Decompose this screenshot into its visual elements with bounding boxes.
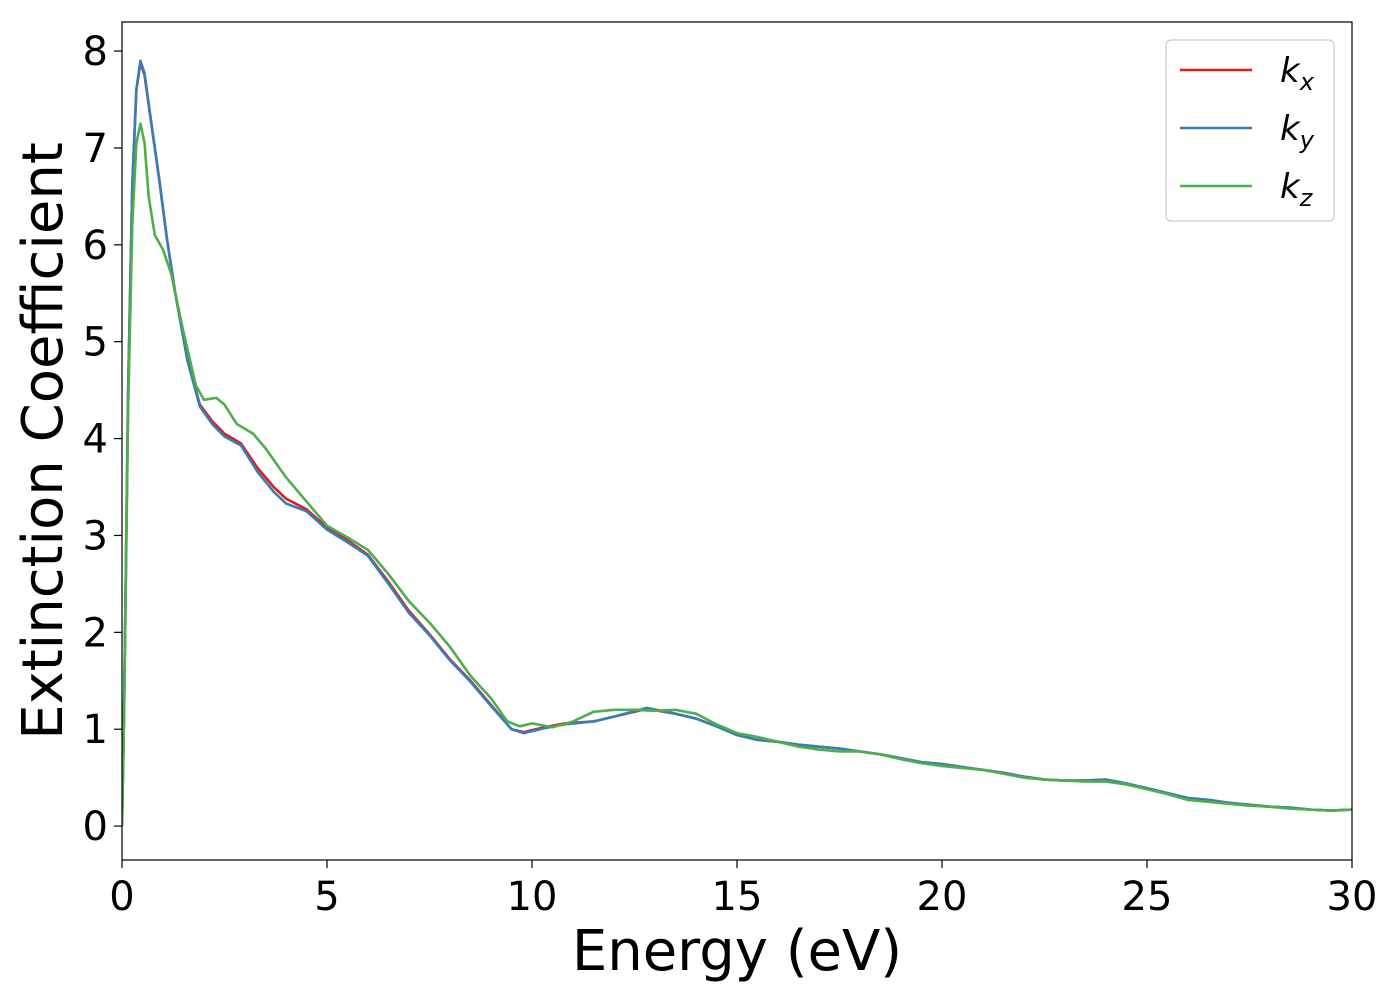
x-tick-label: 25: [1122, 874, 1173, 920]
x-tick-label: 15: [712, 874, 763, 920]
y-tick-label: 0: [83, 804, 108, 850]
y-tick-label: 8: [83, 29, 108, 75]
y-tick-label: 2: [83, 610, 108, 656]
x-tick-label: 10: [507, 874, 558, 920]
x-tick-label: 30: [1327, 874, 1378, 920]
y-axis-title: Extinction Coefficient: [11, 142, 76, 740]
x-tick-label: 0: [109, 874, 134, 920]
x-axis: 0 5 10 15 20 25 30: [109, 860, 1377, 920]
y-tick-label: 3: [83, 513, 108, 559]
y-tick-label: 7: [83, 126, 108, 172]
y-tick-label: 6: [83, 223, 108, 269]
x-axis-title: Energy (eV): [572, 919, 902, 984]
series-line-kz: [122, 122, 1352, 827]
y-axis: 0 1 2 3 4 5 6 7 8: [83, 29, 122, 850]
y-tick-label: 1: [83, 707, 108, 753]
series-line-ky: [122, 59, 1352, 827]
x-tick-label: 20: [917, 874, 968, 920]
series-layer: [122, 59, 1352, 827]
x-tick-label: 5: [314, 874, 339, 920]
y-tick-label: 5: [83, 320, 108, 366]
legend-box: [1165, 39, 1335, 222]
y-tick-label: 4: [83, 417, 108, 463]
